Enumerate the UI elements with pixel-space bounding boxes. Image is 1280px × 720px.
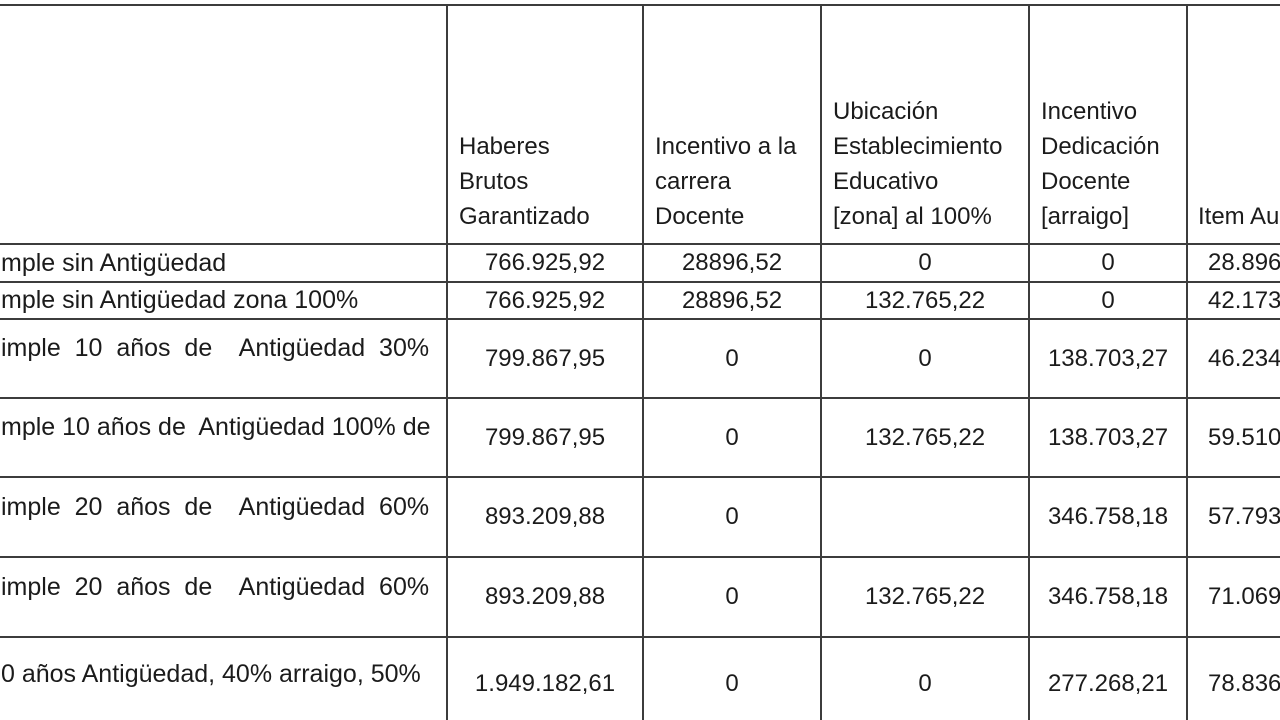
incentivo-carrera-cell: 28896,52	[644, 245, 822, 281]
haberes-cell: 799.867,95	[448, 399, 644, 476]
row-label-cell: imple 20 años de Antigüedad 60%	[0, 558, 448, 636]
ubicacion-cell: 132.765,22	[822, 399, 1030, 476]
table-header-row: Haberes Brutos Garantizado Incentivo a l…	[0, 6, 1280, 245]
table-row: imple 10 años de Antigüedad 30% 799.867,…	[0, 320, 1280, 399]
header-incentivo-carrera: Incentivo a la carrera Docente	[644, 6, 822, 243]
haberes-cell: 893.209,88	[448, 478, 644, 556]
ubicacion-cell: 132.765,22	[822, 558, 1030, 636]
header-haberes-brutos: Haberes Brutos Garantizado	[448, 6, 644, 243]
item-aula-cell: 59.510	[1208, 423, 1280, 451]
ubicacion-cell: 0	[822, 320, 1030, 397]
item-aula-cell: 42.173	[1208, 286, 1280, 314]
dedicacion-cell: 138.703,27	[1030, 399, 1188, 476]
header-ubicacion-zona: Ubicación Establecimiento Educativo [zon…	[822, 6, 1030, 243]
item-aula-cell: 57.793	[1208, 503, 1280, 530]
item-aula-cell: 28.896	[1208, 249, 1280, 276]
incentivo-carrera-cell: 0	[644, 399, 822, 476]
haberes-cell: 1.949.182,61	[448, 638, 644, 720]
incentivo-carrera-cell: 0	[644, 558, 822, 636]
table-row: imple 20 años de Antigüedad 60% 893.209,…	[0, 478, 1280, 558]
row-label-cell: mple sin Antigüedad	[0, 245, 448, 281]
incentivo-carrera-cell: 0	[644, 638, 822, 720]
salary-table: Haberes Brutos Garantizado Incentivo a l…	[0, 4, 1280, 720]
header-item-aula: Item Au	[1198, 203, 1280, 230]
dedicacion-cell: 138.703,27	[1030, 320, 1188, 397]
header-dedicacion-arraigo: Incentivo Dedicación Docente [arraigo]	[1030, 6, 1188, 243]
dedicacion-cell: 0	[1030, 245, 1188, 281]
table-row: imple 20 años de Antigüedad 60% 893.209,…	[0, 558, 1280, 638]
row-label-cell: imple 10 años de Antigüedad 30%	[0, 320, 448, 397]
dedicacion-cell: 0	[1030, 283, 1188, 318]
item-aula-cell: 71.069	[1208, 583, 1280, 610]
ubicacion-cell: 0	[822, 638, 1030, 720]
incentivo-carrera-cell: 0	[644, 320, 822, 397]
table-row: mple sin Antigüedad 766.925,92 28896,52 …	[0, 245, 1280, 283]
table-row: mple sin Antigüedad zona 100% 766.925,92…	[0, 283, 1280, 320]
row-label-cell: mple 10 años de Antigüedad 100% de	[0, 399, 448, 476]
item-aula-cell: 46.234	[1208, 344, 1280, 372]
header-corner-cell	[0, 6, 448, 243]
ubicacion-cell: 132.765,22	[822, 283, 1030, 318]
haberes-cell: 766.925,92	[448, 245, 644, 281]
haberes-cell: 893.209,88	[448, 558, 644, 636]
table-row: 0 años Antigüedad, 40% arraigo, 50% 1.94…	[0, 638, 1280, 720]
ubicacion-cell	[822, 478, 1030, 556]
row-label-cell: mple sin Antigüedad zona 100%	[0, 283, 448, 318]
haberes-cell: 799.867,95	[448, 320, 644, 397]
row-label-cell: imple 20 años de Antigüedad 60%	[0, 478, 448, 556]
incentivo-carrera-cell: 28896,52	[644, 283, 822, 318]
dedicacion-cell: 346.758,18	[1030, 558, 1188, 636]
haberes-cell: 766.925,92	[448, 283, 644, 318]
row-label-cell: 0 años Antigüedad, 40% arraigo, 50%	[0, 638, 448, 720]
table-row: mple 10 años de Antigüedad 100% de 799.8…	[0, 399, 1280, 478]
incentivo-carrera-cell: 0	[644, 478, 822, 556]
item-aula-cell: 78.836	[1208, 670, 1280, 697]
ubicacion-cell: 0	[822, 245, 1030, 281]
dedicacion-cell: 277.268,21	[1030, 638, 1188, 720]
dedicacion-cell: 346.758,18	[1030, 478, 1188, 556]
